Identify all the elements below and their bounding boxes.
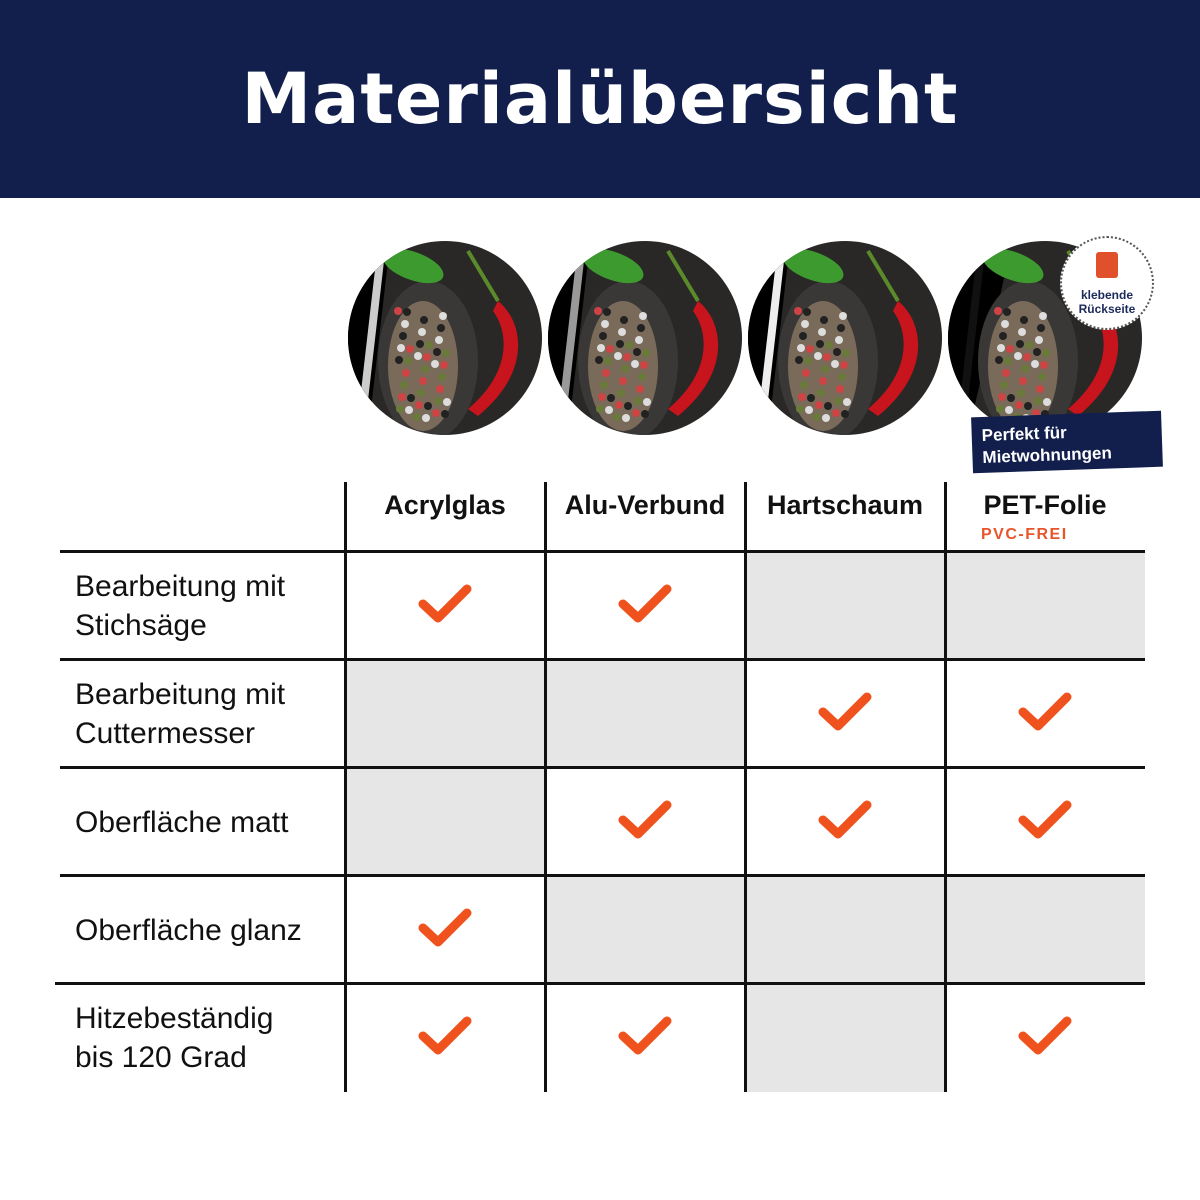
column-header: Acrylglas	[345, 490, 545, 521]
checkmark-icon	[1017, 1014, 1073, 1063]
check-cell	[945, 984, 1145, 1092]
empty-cell	[545, 660, 745, 768]
check-cell	[745, 660, 945, 768]
row-label-line: Oberfläche glanz	[75, 913, 302, 947]
row-label: Oberfläche glanz	[75, 876, 345, 984]
row-label: Bearbeitung mit Cuttermesser	[75, 660, 345, 768]
column-header: Alu-Verbund	[545, 490, 745, 521]
column-header-label: PET-Folie	[983, 490, 1107, 520]
row-label: Hitzebeständig bis 120 Grad	[75, 984, 345, 1092]
checkmark-icon	[1017, 690, 1073, 739]
row-divider	[60, 766, 1145, 769]
empty-cell	[945, 876, 1145, 984]
empty-cell	[745, 984, 945, 1092]
row-label: Bearbeitung mit Stichsäge	[75, 552, 345, 660]
page-title: Materialübersicht	[241, 58, 959, 140]
empty-cell	[745, 552, 945, 660]
material-sample-image	[548, 241, 742, 435]
check-cell	[945, 768, 1145, 876]
column-header: PET-Folie	[945, 490, 1145, 521]
material-sample-image	[348, 241, 542, 435]
column-divider	[944, 482, 947, 1092]
checkmark-icon	[817, 798, 873, 847]
empty-cell	[545, 876, 745, 984]
row-label-line: Bearbeitung mit	[75, 570, 286, 603]
column-divider	[544, 482, 547, 1092]
checkmark-icon	[617, 1014, 673, 1063]
row-divider	[60, 658, 1145, 661]
badge-text-2: Rückseite	[1078, 302, 1136, 316]
ribbon-text-2: Mietwohnungen	[982, 443, 1113, 467]
badge-text-1: klebende	[1080, 288, 1134, 302]
row-label-line: Cuttermesser	[75, 717, 256, 750]
check-cell	[745, 768, 945, 876]
column-header-label: Acrylglas	[384, 490, 506, 520]
column-header: Hartschaum	[745, 490, 945, 521]
row-label-line: bis 120 Grad	[75, 1041, 247, 1074]
column-divider	[344, 482, 347, 1092]
checkmark-icon	[1017, 798, 1073, 847]
material-sample-image	[948, 241, 1142, 435]
empty-cell	[345, 768, 545, 876]
adhesive-backing-badge: klebende Rückseite	[1060, 236, 1154, 330]
empty-cell	[945, 552, 1145, 660]
check-cell	[545, 984, 745, 1092]
checkmark-icon	[617, 798, 673, 847]
material-sample-image	[748, 241, 942, 435]
row-label-line: Oberfläche matt	[75, 805, 289, 839]
header-banner: Materialübersicht	[0, 0, 1200, 198]
row-label-line: Bearbeitung mit	[75, 678, 286, 711]
checkmark-icon	[417, 582, 473, 631]
check-cell	[345, 552, 545, 660]
checkmark-icon	[617, 582, 673, 631]
checkmark-icon	[417, 1014, 473, 1063]
empty-cell	[745, 876, 945, 984]
check-cell	[945, 660, 1145, 768]
checkmark-icon	[817, 690, 873, 739]
row-divider	[60, 874, 1145, 877]
check-cell	[545, 552, 745, 660]
column-header-label: Alu-Verbund	[564, 490, 726, 520]
pvc-free-label: PVC-FREI	[981, 526, 1068, 543]
column-header-label: Hartschaum	[766, 490, 924, 520]
check-cell	[345, 876, 545, 984]
check-cell	[545, 768, 745, 876]
rental-ribbon: Perfekt für Mietwohnungen	[971, 410, 1163, 474]
row-divider	[55, 982, 1145, 985]
empty-cell	[345, 660, 545, 768]
adhesive-backing-icon	[1096, 252, 1118, 278]
checkmark-icon	[417, 906, 473, 955]
column-divider	[744, 482, 747, 1092]
row-label-line: Hitzebeständig	[75, 1002, 274, 1035]
row-divider	[60, 550, 1145, 553]
check-cell	[345, 984, 545, 1092]
row-label: Oberfläche matt	[75, 768, 345, 876]
row-label-line: Stichsäge	[75, 609, 207, 642]
